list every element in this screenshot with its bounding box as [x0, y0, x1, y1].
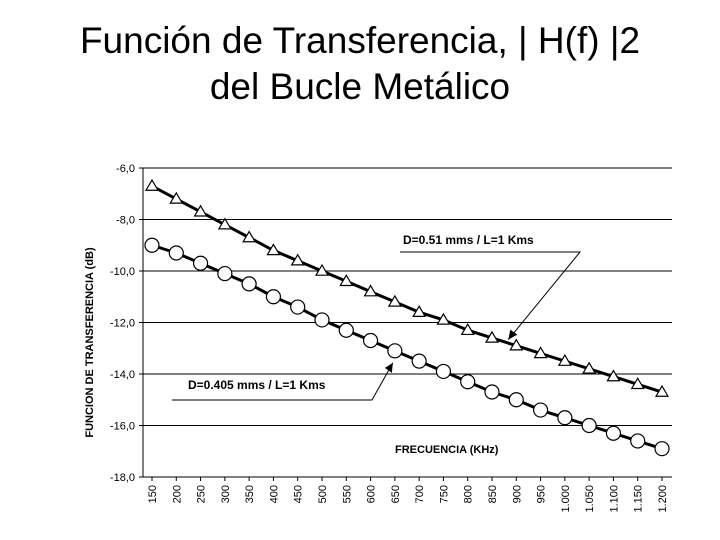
circle-point: [411, 353, 427, 369]
circle-point: [168, 245, 184, 261]
leader-arrowhead: [384, 362, 393, 373]
triangle-point: [460, 323, 475, 336]
triangle-point: [266, 243, 281, 256]
x-tick-label: 400: [268, 485, 280, 503]
triangle-point: [387, 294, 402, 307]
triangle-point: [654, 384, 670, 397]
circle-point: [290, 299, 306, 315]
triangle-point: [363, 284, 378, 297]
x-tick-label: 350: [244, 485, 256, 503]
triangle-point: [339, 274, 354, 287]
x-tick-label: 750: [438, 485, 450, 503]
x-tick-label: 1.200: [657, 485, 669, 513]
y-tick-label: -12,0: [110, 318, 135, 330]
circle-point: [265, 289, 282, 305]
circle-point: [217, 265, 233, 282]
x-tick-label: 1.150: [633, 485, 645, 513]
triangle-point: [484, 330, 500, 343]
slide-title-line2: del Bucle Metálico: [209, 66, 511, 107]
circle-point: [435, 363, 452, 380]
slide-title: Función de Transferencia, | H(f) |2 del …: [0, 18, 720, 110]
series-d051: [144, 178, 670, 397]
circle-point: [192, 255, 209, 271]
x-tick-label: 150: [147, 485, 159, 503]
circle-point: [654, 441, 670, 457]
circle-point: [508, 392, 524, 408]
x-tick-labels: 150 200 250 300 350 400 450 500 550 600 650 700 750 8…: [147, 485, 669, 513]
circle-point: [460, 374, 476, 390]
triangle-point: [533, 346, 548, 359]
triangle-point: [217, 217, 232, 230]
circle-point: [387, 343, 403, 359]
triangle-point: [436, 312, 451, 325]
triangle-point: [582, 361, 597, 374]
triangle-point: [169, 191, 184, 204]
x-tick-label: 950: [536, 485, 548, 503]
circle-point: [338, 322, 354, 338]
axes: [139, 167, 672, 481]
x-tick-label: 850: [487, 485, 499, 503]
circle-point: [144, 237, 160, 253]
x-tick-label: 550: [341, 485, 353, 503]
triangle-point: [242, 230, 257, 243]
x-tick-label: 600: [366, 485, 378, 503]
circle-point: [630, 433, 646, 449]
triangle-point: [557, 353, 572, 366]
x-tick-label: 1.050: [584, 485, 596, 513]
circle-point: [362, 332, 379, 349]
annotations: D=0.51 mms / L=1 Kms D=0.405 mms / L=1 K…: [172, 233, 582, 401]
series-d0405: [144, 237, 670, 457]
x-tick-label: 700: [414, 485, 426, 503]
x-tick-label: 300: [220, 485, 232, 503]
circle-point: [484, 384, 500, 400]
triangle-point: [630, 377, 645, 390]
x-tick-label: 200: [171, 485, 183, 503]
triangle-point: [193, 204, 208, 217]
triangle-point: [509, 338, 524, 351]
y-tick-label: -18,0: [110, 472, 135, 484]
circle-point: [605, 425, 622, 441]
triangle-point: [290, 253, 305, 266]
circle-point: [241, 276, 257, 292]
x-tick-label: 1.100: [608, 485, 620, 513]
leader-line: [400, 251, 582, 340]
y-tick-labels: -6,0 -8,0 -10,0 -12,0 -14,0 -16,0 -18,0: [110, 163, 135, 484]
x-axis-label: FRECUENCIA (KHz): [395, 444, 499, 456]
x-tick-label: 1.000: [560, 485, 572, 513]
y-tick-label: -8,0: [116, 215, 135, 227]
triangle-point: [314, 263, 330, 276]
slide-title-line1: Función de Transferencia, | H(f) |2: [79, 20, 641, 61]
leader-arrowhead: [508, 329, 518, 340]
y-tick-label: -16,0: [110, 421, 135, 433]
leader-line: [172, 362, 394, 401]
y-tick-label: -6,0: [116, 163, 135, 175]
circle-point: [532, 402, 549, 418]
x-tick-label: 250: [196, 485, 208, 503]
x-tick-label: 450: [293, 485, 305, 503]
x-tick-label: 650: [390, 485, 402, 503]
triangle-point: [412, 305, 427, 317]
y-axis-label: FUNCION DE TRANSFERENCIA (dB): [84, 247, 96, 438]
series-line: [151, 243, 663, 451]
triangle-point: [606, 369, 621, 382]
x-tick-label: 500: [317, 485, 329, 503]
series: [144, 178, 670, 457]
triangle-point: [144, 178, 160, 191]
circle-point: [314, 312, 330, 328]
series-line: [151, 184, 663, 394]
y-tick-label: -14,0: [110, 369, 135, 381]
y-tick-label: -10,0: [110, 266, 135, 278]
x-tick-label: 800: [463, 485, 475, 503]
circle-point: [557, 410, 573, 426]
annotation-series-d0405: D=0.405 mms / L=1 Kms: [188, 378, 326, 392]
annotation-series-d051: D=0.51 mms / L=1 Kms: [403, 233, 534, 247]
circle-point: [581, 417, 597, 434]
x-tick-label: 900: [511, 485, 523, 503]
